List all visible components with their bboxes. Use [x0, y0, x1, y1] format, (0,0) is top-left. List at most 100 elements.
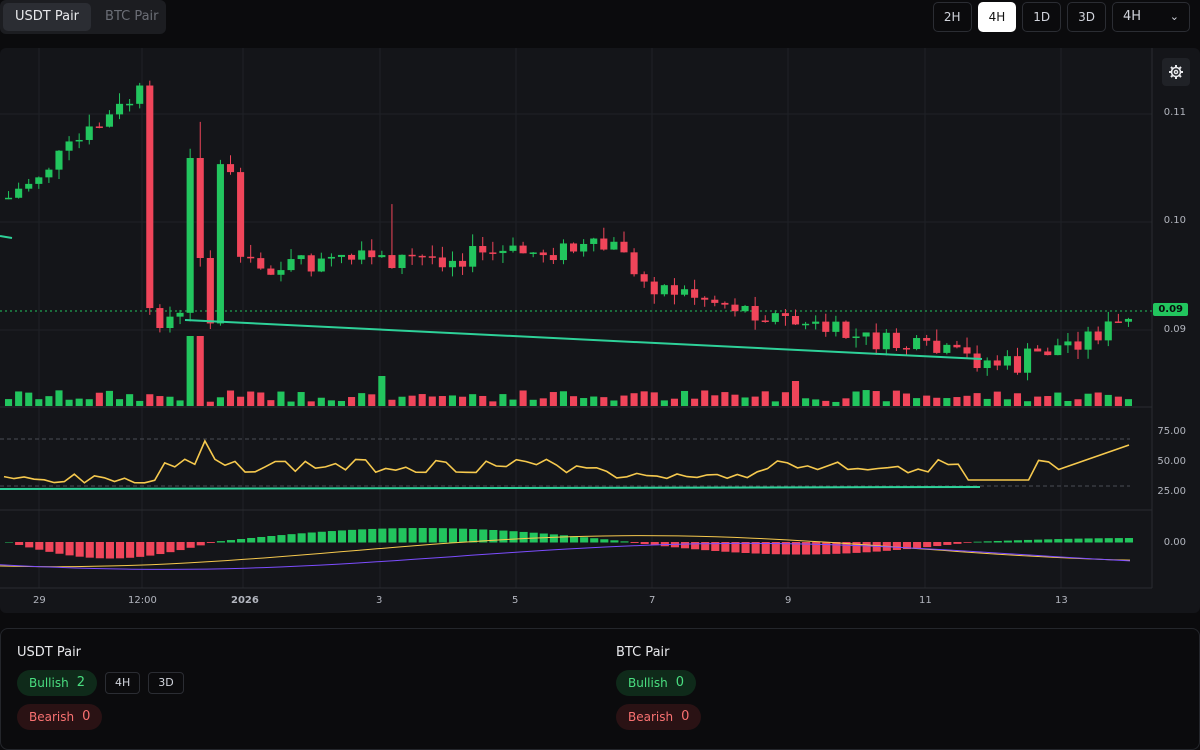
- macd-histogram-bar: [701, 542, 710, 551]
- macd-histogram-bar: [923, 542, 932, 548]
- volume-bar: [509, 399, 517, 406]
- timeframe-4h-button[interactable]: 4H: [977, 2, 1017, 32]
- volume-bar: [459, 396, 467, 406]
- volume-bar: [489, 401, 497, 406]
- candle-body: [570, 243, 578, 252]
- tab-btc-pair[interactable]: BTC Pair: [105, 9, 159, 24]
- candle-body: [691, 289, 699, 298]
- usdt-bullish-badge[interactable]: Bullish 2: [17, 670, 97, 696]
- candle-body: [348, 254, 356, 260]
- macd-histogram-bar: [1104, 538, 1113, 543]
- usdt-bullish-4h-chip[interactable]: 4H: [104, 672, 141, 694]
- macd-histogram-bar: [297, 533, 306, 543]
- candle-body: [943, 344, 951, 353]
- macd-histogram-bar: [600, 539, 609, 543]
- volume-bar: [913, 398, 921, 406]
- macd-histogram-bar: [640, 542, 649, 545]
- candle-body: [428, 256, 436, 258]
- usdt-bearish-badge[interactable]: Bearish 0: [17, 704, 103, 730]
- volume-bar: [902, 393, 911, 406]
- volume-bar: [933, 397, 941, 406]
- tab-usdt-pair[interactable]: USDT Pair: [3, 3, 92, 31]
- macd-histogram-bar: [368, 528, 377, 543]
- candle-body: [892, 332, 900, 349]
- timeframe-3d-button[interactable]: 3D: [1067, 2, 1106, 32]
- macd-histogram-bar: [65, 542, 74, 556]
- macd-histogram-bar: [549, 534, 558, 543]
- macd-histogram-bar: [459, 528, 468, 543]
- volume-bar: [1104, 394, 1112, 406]
- macd-signal-line: [0, 542, 1131, 570]
- candle-body: [539, 252, 547, 256]
- candle-body: [600, 238, 608, 250]
- volume-bar: [610, 400, 618, 406]
- volume-bar: [862, 390, 870, 406]
- volume-bar: [852, 391, 860, 406]
- candle-body: [105, 114, 113, 127]
- timeframe-2h-button[interactable]: 2H: [932, 2, 972, 32]
- volume-bar: [267, 400, 275, 406]
- candle-body: [509, 245, 517, 251]
- candle-body: [45, 169, 53, 178]
- btc-bullish-badge[interactable]: Bullish 0: [616, 670, 696, 696]
- macd-histogram-bar: [317, 531, 326, 543]
- candle-body: [438, 257, 446, 268]
- usdt-bullish-3d-chip[interactable]: 3D: [148, 672, 184, 694]
- candle-body: [913, 338, 921, 350]
- volume-bar: [1003, 399, 1011, 406]
- macd-histogram-bar: [832, 542, 841, 554]
- candle-body: [731, 304, 739, 312]
- volume-bar: [257, 392, 265, 406]
- candle-body: [247, 256, 255, 259]
- candle-body: [126, 103, 134, 106]
- candle-body: [257, 258, 265, 269]
- macd-histogram-bar: [378, 528, 387, 543]
- candle-body: [771, 313, 779, 322]
- volume-bar: [761, 391, 769, 406]
- volume-bar: [398, 396, 406, 406]
- macd-histogram-bar: [680, 542, 690, 549]
- volume-bar: [701, 390, 709, 406]
- macd-histogram-bar: [136, 542, 145, 557]
- candle-body: [872, 332, 880, 350]
- volume-bar: [448, 395, 457, 406]
- macd-histogram-bar: [771, 542, 780, 555]
- volume-bar: [85, 399, 93, 406]
- price-chart[interactable]: 0.11 0.10 0.09 0.09 75.00 50.00 25.00 0.…: [0, 48, 1200, 613]
- candle-body: [1054, 345, 1062, 356]
- rsi-axis-label: 25.00: [1157, 486, 1186, 497]
- candle-body: [963, 347, 971, 354]
- macd-histogram-bar: [45, 542, 54, 552]
- timeframe-select[interactable]: 4H ⌄: [1112, 2, 1190, 32]
- candle-body: [973, 353, 981, 369]
- macd-histogram-bar: [610, 540, 619, 543]
- macd-histogram-bar: [580, 537, 589, 543]
- volume-bar: [680, 390, 689, 406]
- volume-bar: [842, 398, 850, 406]
- volume-bar: [45, 396, 53, 406]
- macd-histogram-bar: [1044, 539, 1053, 543]
- macd-histogram-bar: [469, 529, 478, 543]
- btc-bearish-badge[interactable]: Bearish 0: [616, 704, 702, 730]
- macd-histogram-bar: [933, 542, 942, 547]
- chart-settings-button[interactable]: [1162, 58, 1190, 86]
- timeframe-1d-button[interactable]: 1D: [1022, 2, 1062, 32]
- candle-body: [741, 305, 749, 312]
- candle-body: [670, 285, 678, 295]
- time-axis-label: 3: [376, 595, 383, 606]
- macd-histogram-bar: [761, 542, 770, 554]
- candle-body: [55, 150, 63, 170]
- volume-bar: [378, 376, 386, 406]
- volume-bar: [337, 400, 346, 406]
- chart-canvas: [0, 48, 1153, 589]
- volume-bar: [882, 401, 890, 406]
- volume-bar: [802, 398, 810, 406]
- macd-histogram-bar: [741, 542, 750, 554]
- macd-histogram-bar: [438, 528, 447, 543]
- candle-body: [196, 158, 204, 258]
- macd-histogram-bar: [630, 542, 639, 543]
- candle-body: [307, 255, 315, 272]
- bullish-count: 2: [76, 675, 85, 690]
- macd-histogram-bar: [75, 542, 84, 557]
- volume-bar: [428, 396, 436, 406]
